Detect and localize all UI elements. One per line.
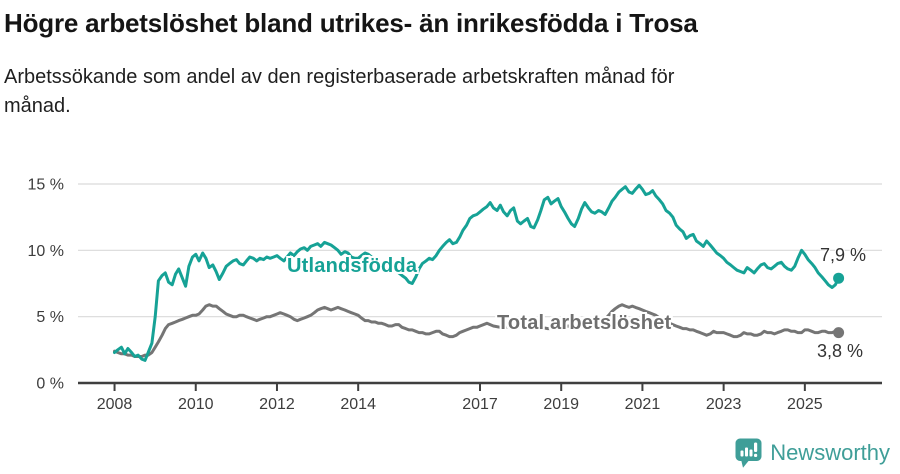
x-tick-label: 2021 (625, 396, 661, 413)
y-tick-label: 10 % (28, 243, 64, 260)
y-tick-label: 15 % (28, 177, 64, 194)
x-tick-label: 2010 (178, 396, 214, 413)
end-value-label-utlandsfodda: 7,9 % (820, 245, 867, 265)
series-label-utlandsfodda: Utlandsfödda (287, 255, 418, 277)
chart-speech-bubble-icon (735, 438, 762, 468)
x-tick-label: 2014 (340, 396, 376, 413)
end-value-label-total: 3,8 % (817, 341, 864, 361)
series-line-utlandsf-dda (113, 183, 841, 362)
y-tick-label: 0 % (36, 376, 64, 393)
x-tick-label: 2023 (706, 396, 742, 413)
newsworthy-logo: Newsworthy (735, 438, 890, 468)
x-tick-label: 2019 (543, 396, 579, 413)
newsworthy-wordmark: Newsworthy (770, 440, 890, 465)
series-end-dot (833, 327, 845, 339)
page-subtitle: Arbetssökande som andel av den registerb… (4, 66, 675, 117)
x-tick-label: 2017 (462, 396, 498, 413)
x-tick-label: 2008 (97, 396, 133, 413)
series-label-total-arbetsloshet: Total arbetslöshet (497, 312, 672, 334)
series-end-dot (833, 272, 845, 284)
x-tick-label: 2012 (259, 396, 295, 413)
series-line-total-arbetsl-shet (113, 303, 841, 358)
x-tick-label: 2025 (787, 396, 823, 413)
page-title: Högre arbetslöshet bland utrikes- än inr… (4, 8, 698, 38)
y-tick-label: 5 % (36, 309, 64, 326)
